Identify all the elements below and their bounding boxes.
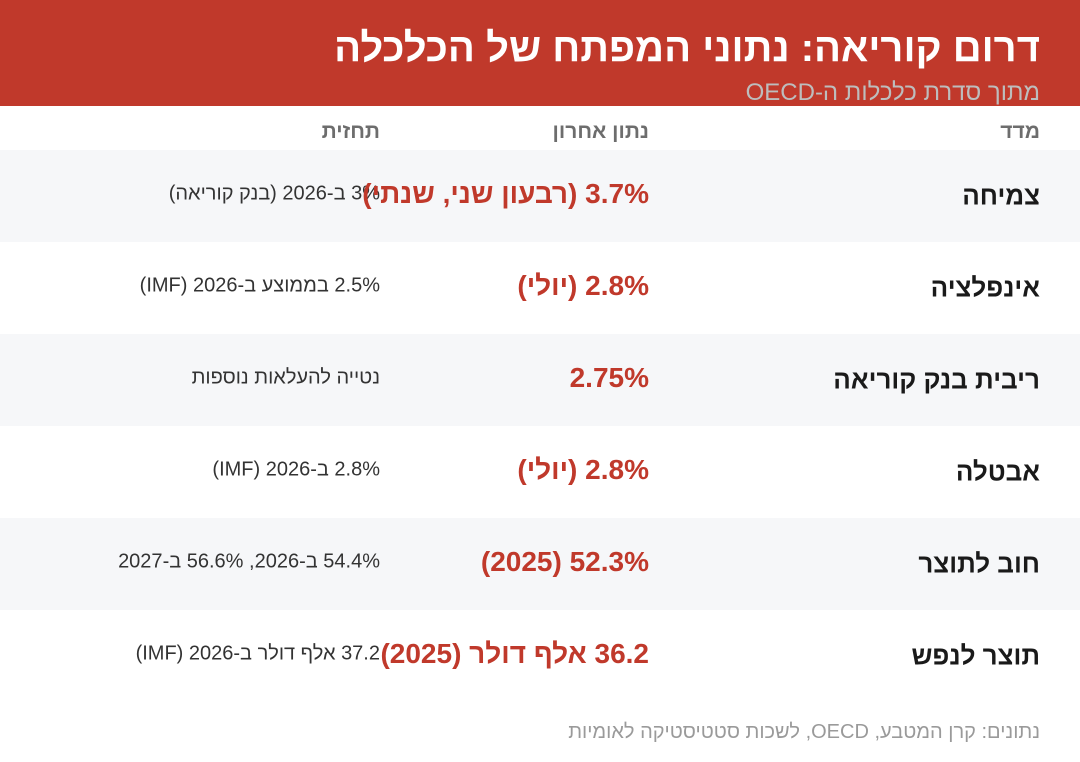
column-header-forecast: תחזית [321, 120, 380, 143]
page-title: דרום קוריאה: נתוני המפתח של הכלכלה [334, 26, 1040, 70]
table-row-growth: צמיחה 3% ב-2026 (בנק קוריאה) 3.7% (רבעון… [0, 150, 1080, 242]
forecast-value: 54.4% ב-2026, 56.6% ב-2027 [118, 550, 380, 573]
metric-label: תוצר לנפש [911, 640, 1040, 671]
latest-value: 2.75% [569, 362, 649, 393]
table-row-unemployment: אבטלה 2.8% ב-2026 (IMF) 2.8% (יולי) [0, 426, 1080, 518]
forecast-value: נטייה להעלאות נוספות [191, 366, 380, 389]
latest-value: 2.8% (יולי) [517, 454, 649, 485]
data-table: צמיחה 3% ב-2026 (בנק קוריאה) 3.7% (רבעון… [0, 150, 1080, 702]
column-header-metric: מדד [1000, 120, 1040, 143]
metric-label: אינפלציה [930, 272, 1040, 303]
table-row-inflation: אינפלציה 2.5% בממוצע ב-2026 (IMF) 2.8% (… [0, 242, 1080, 334]
metric-label: ריבית בנק קוריאה [833, 364, 1040, 395]
forecast-value: 2.8% ב-2026 (IMF) [212, 458, 380, 481]
forecast-value: 3% ב-2026 (בנק קוריאה) [168, 182, 380, 205]
metric-label: חוב לתוצר [918, 548, 1040, 579]
table-row-gdp-per-capita: תוצר לנפש 37.2 אלף דולר ב-2026 (IMF) 36.… [0, 610, 1080, 702]
table-row-debt-to-gdp: חוב לתוצר 54.4% ב-2026, 56.6% ב-2027 52.… [0, 518, 1080, 610]
metric-label: צמיחה [962, 180, 1040, 211]
metric-label: אבטלה [955, 456, 1040, 487]
table-row-interest-rate: ריבית בנק קוריאה נטייה להעלאות נוספות 2.… [0, 334, 1080, 426]
latest-value: 2.8% (יולי) [517, 270, 649, 301]
page-subtitle: מתוך סדרת כלכלות ה-OECD [745, 79, 1040, 106]
forecast-value: 37.2 אלף דולר ב-2026 (IMF) [135, 642, 380, 665]
latest-value: 3.7% (רבעון שני, שנתי) [362, 178, 649, 209]
column-header-latest: נתון אחרון [552, 120, 649, 143]
latest-value: 36.2 אלף דולר (2025) [380, 638, 649, 669]
source-footnote: נתונים: קרן המטבע, OECD, לשכות סטטיסטיקה… [568, 721, 1040, 743]
header-banner: דרום קוריאה: נתוני המפתח של הכלכלה מתוך … [0, 0, 1080, 106]
latest-value: 52.3% (2025) [480, 546, 649, 577]
forecast-value: 2.5% בממוצע ב-2026 (IMF) [139, 274, 380, 297]
